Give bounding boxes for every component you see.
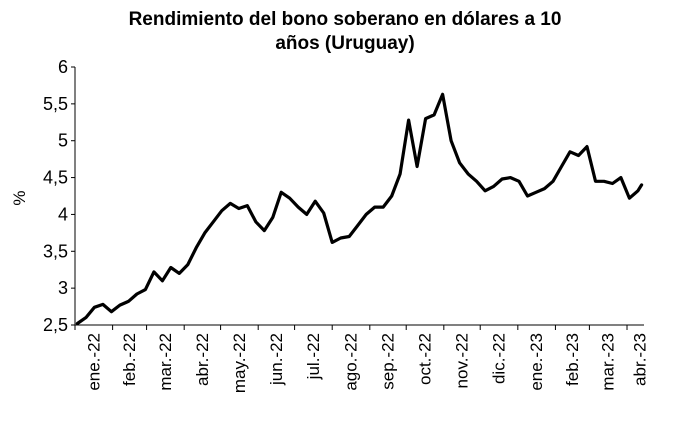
series-line (75, 92, 644, 326)
x-tick-label: nov.-22 (453, 333, 472, 388)
x-ticks: ene.-22 feb.-22 mar.-22 abr.-22 may.-22 jun.-… (74, 325, 650, 393)
x-tick-label: ene.-23 (527, 333, 546, 391)
x-tick-label: feb.-22 (120, 333, 139, 386)
y-tick-label: 4 (58, 204, 68, 224)
x-tick-label: may.-22 (230, 333, 249, 393)
x-tick-label: jun.-22 (267, 333, 286, 386)
y-tick-label: 3,5 (43, 241, 68, 261)
x-tick-label: abr.-22 (193, 333, 212, 386)
y-ticks: 2,5 3 3,5 4 4,5 5 5,5 6 (43, 57, 75, 335)
x-tick-label: jul.-22 (304, 333, 323, 380)
y-tick-label: 5,5 (43, 94, 68, 114)
x-tick-label: abr.-23 (631, 333, 650, 386)
x-tick-label: sep.-22 (379, 333, 398, 390)
y-tick-label: 5 (58, 131, 68, 151)
x-tick-label: ago.-22 (342, 333, 361, 391)
chart-title-line-1: Rendimiento del bono soberano en dólares… (128, 9, 562, 30)
x-tick-label: mar.-23 (599, 333, 618, 391)
x-tick-label: mar.-22 (156, 333, 175, 391)
y-tick-label: 3 (58, 278, 68, 298)
y-tick-label: 4,5 (43, 168, 68, 188)
x-tick-label: dic.-22 (490, 333, 509, 384)
chart-title-line-2: años (Uruguay) (275, 33, 415, 54)
x-tick-label: oct.-22 (416, 333, 435, 385)
x-tick-label: feb.-23 (563, 333, 582, 386)
y-axis-label: % (10, 190, 29, 205)
y-tick-label: 6 (58, 57, 68, 77)
x-tick-label: ene.-22 (84, 333, 103, 391)
y-tick-label: 2,5 (43, 315, 68, 335)
chart-title: Rendimiento del bono soberano en dólares… (40, 8, 650, 56)
